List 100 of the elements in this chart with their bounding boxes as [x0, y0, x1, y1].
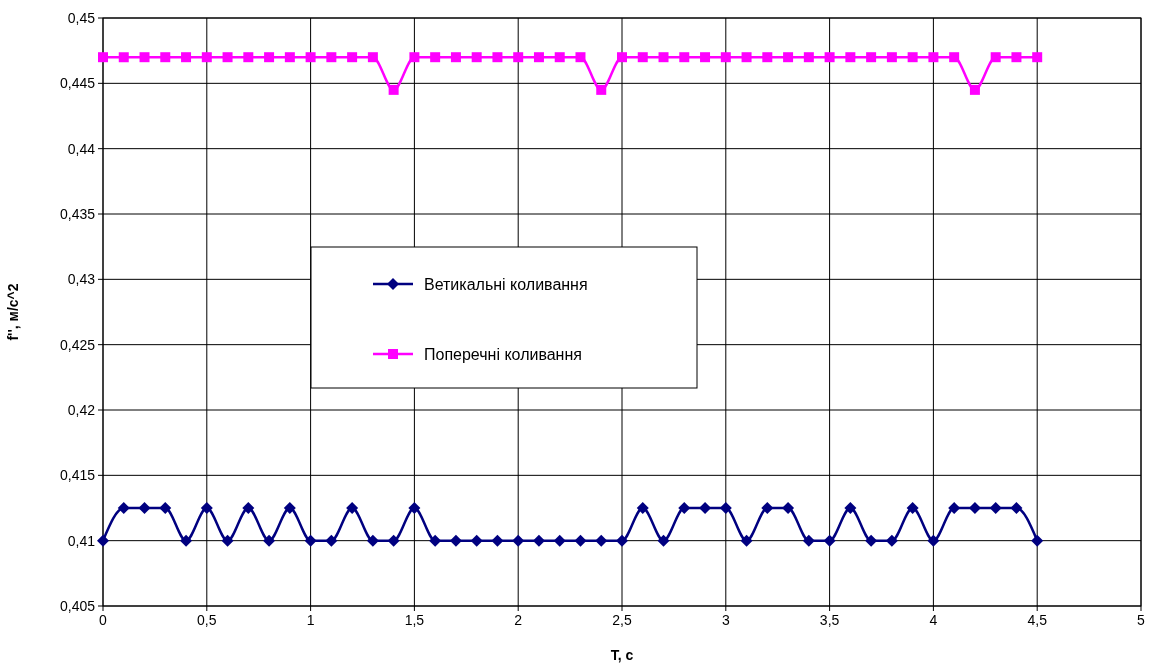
point [658, 52, 669, 63]
point [222, 52, 233, 63]
point [865, 534, 878, 547]
point [346, 502, 359, 514]
x-tick-label: 2 [514, 612, 523, 628]
point [117, 502, 130, 514]
point [471, 52, 482, 63]
y-tick-label: 0,425 [59, 336, 96, 353]
point [927, 534, 940, 547]
y-tick-label: 0,42 [67, 402, 96, 418]
point [221, 534, 234, 547]
point [325, 534, 338, 547]
point [906, 502, 919, 514]
point [907, 52, 918, 63]
point [305, 52, 316, 63]
point [989, 502, 1002, 514]
point [264, 52, 275, 63]
point [429, 534, 442, 547]
x-tick-label: 4,5 [1027, 612, 1048, 628]
x-tick-label: 0,5 [197, 612, 217, 628]
point [138, 502, 151, 514]
point [617, 52, 627, 63]
point [678, 502, 691, 514]
point [990, 52, 1001, 63]
point [761, 502, 774, 514]
point [409, 52, 420, 63]
point [553, 534, 566, 547]
point [1010, 502, 1023, 514]
point [533, 52, 544, 63]
point [243, 52, 254, 63]
point [304, 534, 317, 547]
point [575, 52, 586, 63]
point [263, 534, 276, 547]
point [803, 52, 814, 63]
point [470, 534, 483, 547]
x-tick-label: 0 [99, 612, 108, 628]
point [1031, 534, 1044, 547]
point [449, 534, 462, 547]
point [845, 52, 856, 63]
y-tick-label: 0,43 [67, 271, 96, 288]
point [450, 52, 461, 63]
y-tick-label: 0,415 [59, 467, 96, 484]
point [492, 52, 503, 63]
x-tick-label: 3,5 [819, 612, 840, 628]
point [512, 534, 525, 547]
point [367, 52, 378, 63]
y-tick-label: 0,405 [59, 598, 96, 614]
y-tick-label: 0,45 [67, 10, 96, 26]
point [824, 52, 835, 63]
point [201, 52, 212, 63]
point [554, 52, 565, 63]
point [595, 534, 608, 547]
legend-label: Ветикальні коливання [424, 276, 588, 293]
point [1032, 52, 1043, 63]
x-axis-title: T, c [610, 647, 634, 663]
legend-label: Поперечні коливання [424, 346, 582, 363]
x-tick-label: 5 [1137, 612, 1146, 628]
point [326, 52, 337, 63]
point [741, 52, 752, 63]
point [160, 52, 171, 63]
point [180, 534, 193, 547]
y-tick-label: 0,445 [59, 75, 96, 92]
y-tick-label: 0,435 [59, 206, 96, 222]
point [118, 52, 129, 63]
point [740, 534, 753, 547]
point [823, 534, 836, 547]
point [782, 502, 795, 514]
x-tick-label: 1 [306, 612, 315, 628]
point [844, 502, 857, 514]
x-tick-label: 2,5 [612, 612, 632, 628]
point [159, 502, 172, 514]
point [720, 52, 731, 63]
point [408, 502, 421, 514]
x-tick-label: 3 [721, 612, 730, 628]
point [783, 52, 794, 63]
y-tick-label: 0,41 [67, 532, 96, 549]
point [762, 52, 773, 63]
point [388, 84, 399, 95]
point [928, 52, 939, 63]
point [679, 52, 690, 63]
point [532, 534, 545, 547]
point [574, 534, 587, 547]
x-tick-label: 4 [929, 612, 938, 628]
point [616, 534, 628, 547]
point [387, 534, 400, 547]
point [657, 534, 670, 547]
point [242, 502, 255, 514]
point [284, 52, 295, 63]
point [513, 52, 524, 63]
point [430, 52, 441, 63]
point [886, 52, 897, 63]
point [347, 52, 358, 63]
y-tick-label: 0,44 [67, 140, 96, 157]
point [98, 52, 108, 63]
x-tick-label: 1,5 [404, 612, 425, 628]
point [636, 502, 649, 514]
point [885, 534, 898, 547]
point [1011, 52, 1022, 63]
point [200, 502, 213, 514]
y-axis-title: f'', м/с^2 [5, 283, 21, 341]
